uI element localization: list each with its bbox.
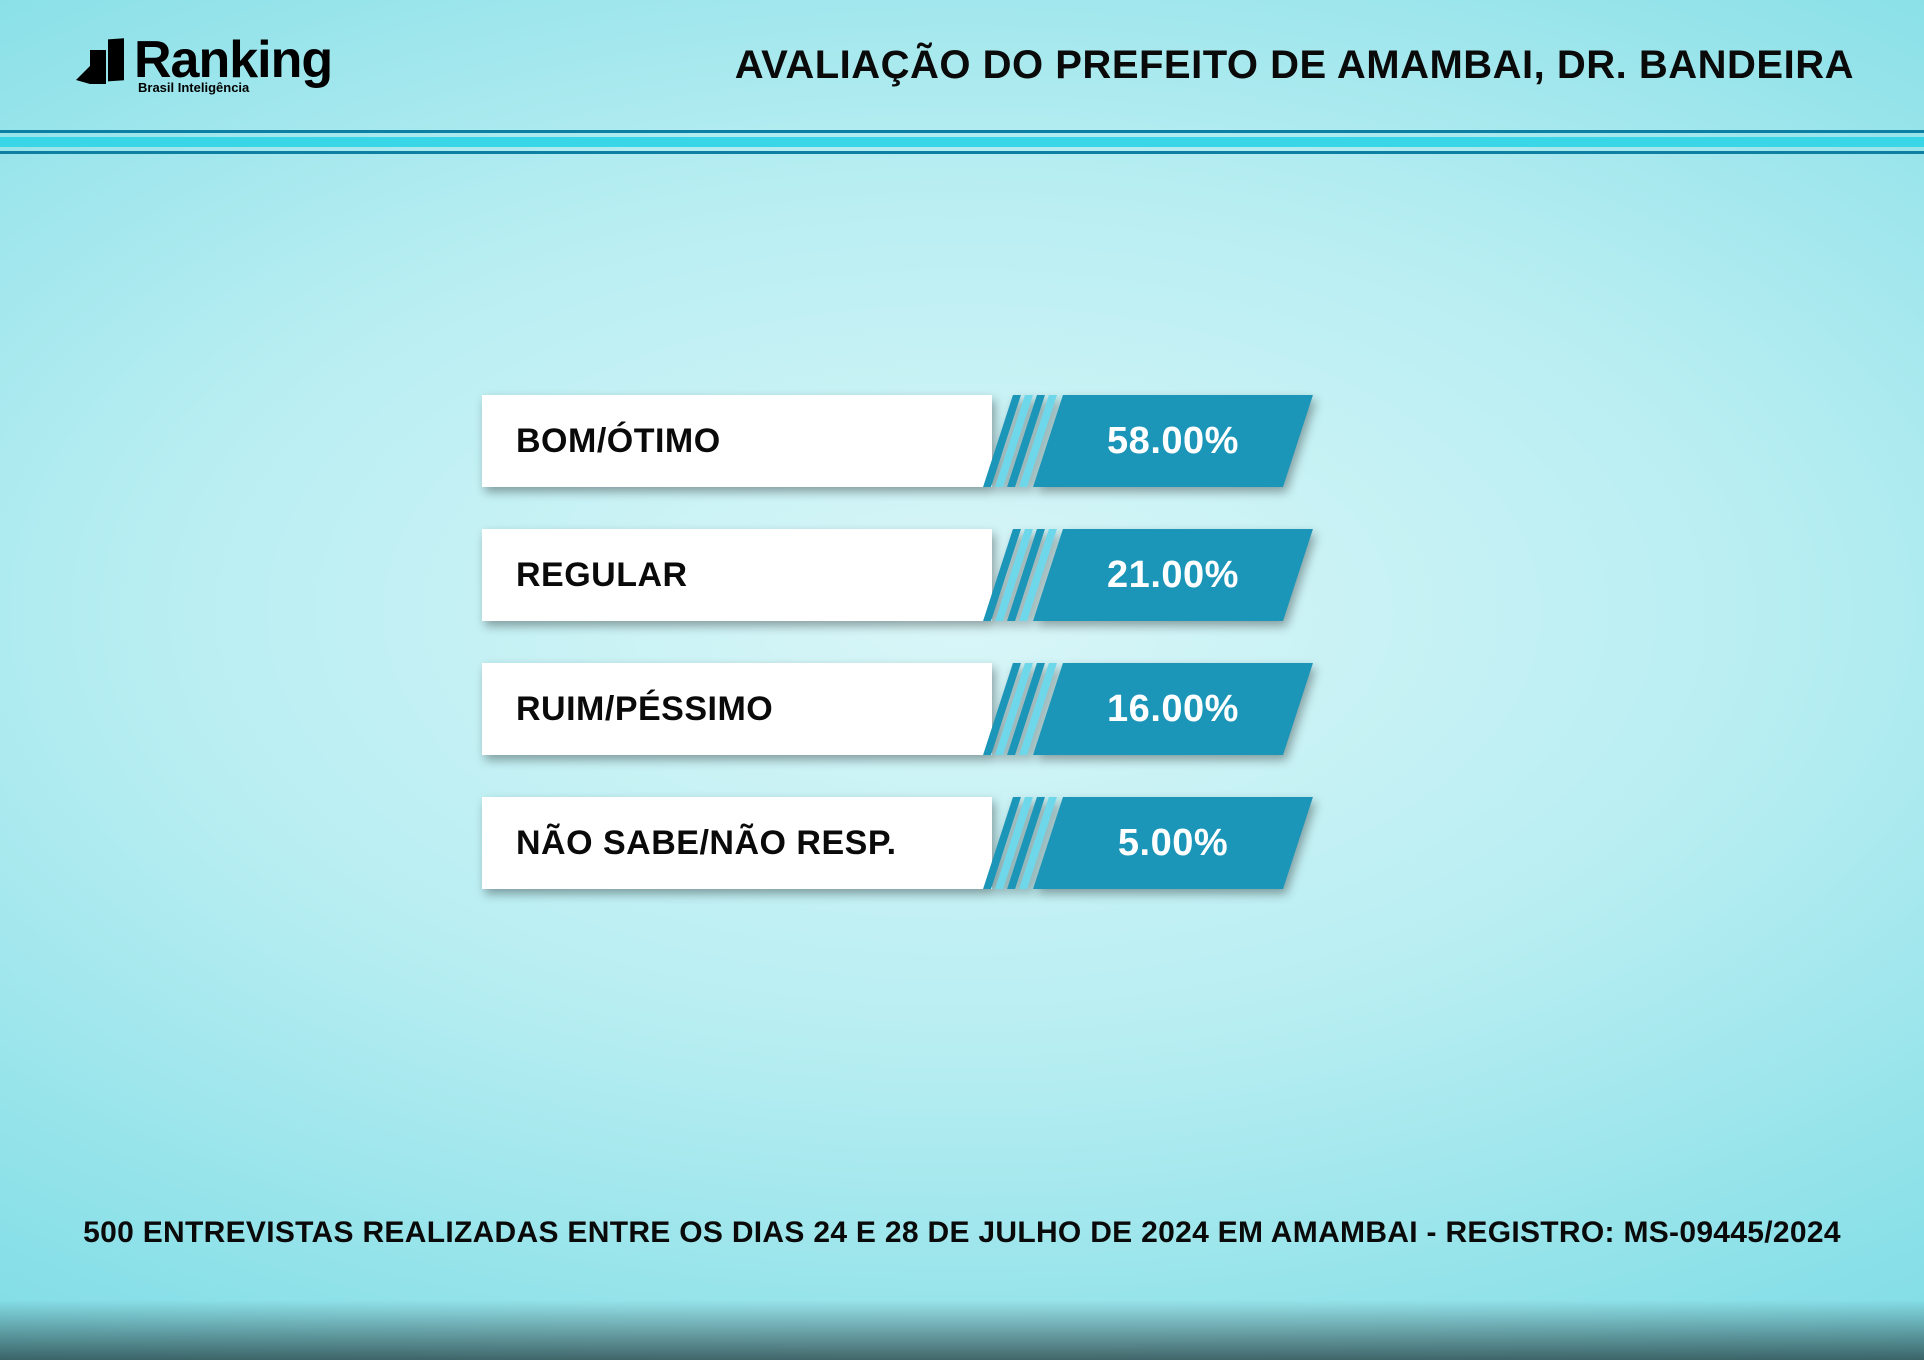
chart-row-value: 58.00% [1048,395,1298,487]
chart-row-value: 5.00% [1048,797,1298,889]
logo-mark-icon [70,36,128,94]
chart-row: NÃO SABE/NÃO RESP. 5.00% [482,797,1442,889]
chart-row-label: NÃO SABE/NÃO RESP. [482,797,992,889]
bottom-shadow [0,1300,1924,1360]
page-title: AVALIAÇÃO DO PREFEITO DE AMAMBAI, DR. BA… [735,43,1854,88]
chart-row-label: RUIM/PÉSSIMO [482,663,992,755]
logo: Ranking Brasil Inteligência [70,36,332,94]
header: Ranking Brasil Inteligência AVALIAÇÃO DO… [0,0,1924,130]
chart-row-label: BOM/ÓTIMO [482,395,992,487]
chart-row: REGULAR 21.00% [482,529,1442,621]
header-rule [0,130,1924,154]
footer-note: 500 ENTREVISTAS REALIZADAS ENTRE OS DIAS… [0,1216,1924,1250]
evaluation-chart: BOM/ÓTIMO 58.00% REGULAR 21.00% RUIM/PÉSSIMO… [482,395,1442,931]
chart-row: RUIM/PÉSSIMO 16.00% [482,663,1442,755]
chart-row: BOM/ÓTIMO 58.00% [482,395,1442,487]
chart-row-value: 16.00% [1048,663,1298,755]
chart-row-label: REGULAR [482,529,992,621]
chart-row-value: 21.00% [1048,529,1298,621]
logo-main: Ranking [134,37,332,84]
logo-text: Ranking Brasil Inteligência [134,37,332,93]
logo-sub: Brasil Inteligência [138,82,332,94]
